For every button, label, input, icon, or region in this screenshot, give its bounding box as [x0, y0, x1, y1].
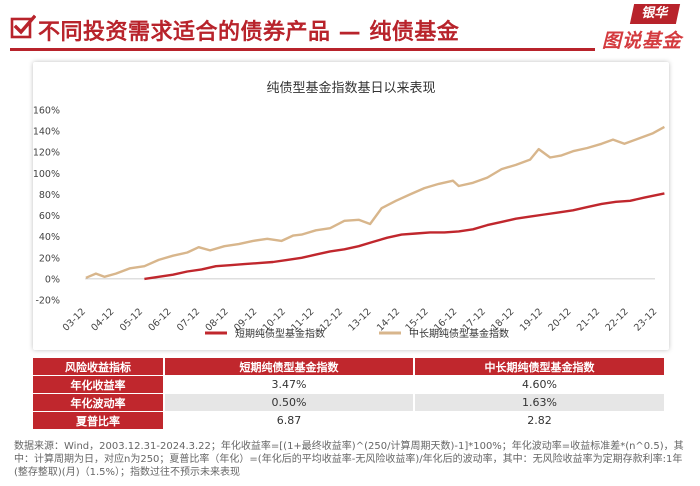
x-tick-label: 07-12 [175, 306, 202, 333]
short-value: 0.50% [165, 394, 415, 412]
y-tick-label: 160% [33, 106, 60, 117]
header-divider [10, 48, 595, 51]
y-tick-label: 0% [45, 274, 60, 285]
x-tick-label: 19-12 [518, 306, 545, 333]
row-label: 夏普比率 [33, 412, 165, 430]
logo-top-text: 银华 [629, 4, 681, 24]
y-tick-label: 140% [33, 127, 60, 138]
header: 不同投资需求适合的债券产品 — 纯债基金 银华 图说基金 [0, 0, 700, 54]
long-term-series-line [85, 125, 665, 279]
table-row: 夏普比率 6.87 2.82 [33, 412, 666, 430]
x-tick-label: 06-12 [146, 306, 173, 333]
x-tick-label: 14-12 [375, 306, 402, 333]
y-tick-label: 120% [33, 148, 60, 159]
table-row: 年化波动率 0.50% 1.63% [33, 394, 666, 412]
long-value: 4.60% [415, 376, 666, 394]
table-header-metric: 风险收益指标 [33, 358, 165, 376]
short-value: 3.47% [165, 376, 415, 394]
table-header-row: 风险收益指标 短期纯债型基金指数 中长期纯债型基金指数 [33, 358, 666, 376]
table-header-short: 短期纯债型基金指数 [165, 358, 415, 376]
x-tick-label: 23-12 [632, 306, 659, 333]
long-value: 2.82 [415, 412, 666, 430]
table-row: 年化收益率 3.47% 4.60% [33, 376, 666, 394]
line-chart: 纯债型基金指数基日以来表现 -20% 0% 20% 40% 60% 80% 100% 120% 1… [33, 80, 665, 340]
y-tick-label: 60% [39, 211, 60, 222]
chart-card: 纯债型基金指数基日以来表现 -20% 0% 20% 40% 60% 80% 100% 120% 1… [33, 62, 669, 350]
risk-return-table: 风险收益指标 短期纯债型基金指数 中长期纯债型基金指数 年化收益率 3.47% … [33, 358, 666, 430]
y-tick-label: -20% [35, 296, 60, 307]
x-tick-label: 04-12 [89, 306, 116, 333]
legend-label: 短期纯债型基金指数 [235, 327, 325, 340]
logo-bottom-text: 图说基金 [602, 30, 683, 52]
x-tick-label: 21-12 [575, 306, 602, 333]
y-tick-label: 20% [39, 253, 60, 264]
x-tick-label: 03-12 [61, 306, 88, 333]
short-term-series-line [144, 192, 665, 281]
footnote: 数据来源：Wind，2003.12.31-2024.3.22；年化收益率=[(1… [14, 441, 684, 478]
short-value: 6.87 [165, 412, 415, 430]
legend-label: 中长期纯债型基金指数 [409, 327, 509, 340]
table-header-long: 中长期纯债型基金指数 [415, 358, 666, 376]
chart-title: 纯债型基金指数基日以来表现 [266, 80, 435, 96]
x-tick-label: 08-12 [204, 306, 231, 333]
checkbox-check-icon [10, 14, 36, 39]
row-label: 年化收益率 [33, 376, 165, 394]
row-label: 年化波动率 [33, 394, 165, 412]
brand-logo: 银华 图说基金 [598, 2, 694, 54]
x-tick-label: 05-12 [118, 306, 145, 333]
x-tick-label: 20-12 [546, 306, 573, 333]
long-value: 1.63% [415, 394, 666, 412]
x-tick-label: 22-12 [604, 306, 631, 333]
page-title: 不同投资需求适合的债券产品 — 纯债基金 [38, 20, 460, 45]
y-tick-label: 80% [39, 190, 60, 201]
y-tick-label: 40% [39, 232, 60, 243]
y-tick-label: 100% [33, 169, 60, 180]
x-tick-label: 13-12 [346, 306, 373, 333]
